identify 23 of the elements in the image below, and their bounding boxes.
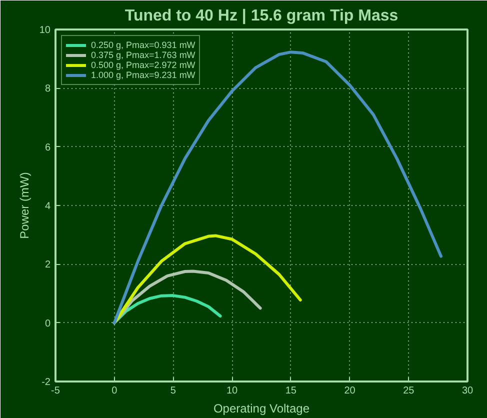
- y-tick-label: 0: [44, 318, 51, 330]
- x-axis-title: Operating Voltage: [213, 402, 310, 416]
- x-tick-label: 15: [285, 386, 297, 396]
- y-tick-label: 10: [39, 25, 51, 36]
- x-tick-label: 25: [403, 386, 415, 396]
- x-tick-label: 5: [170, 386, 176, 396]
- y-tick-label: 8: [44, 84, 51, 95]
- y-tick-label: 4: [44, 201, 51, 212]
- x-tick-label: 10: [226, 386, 238, 396]
- x-tick-label: 30: [462, 386, 474, 396]
- y-tick-label: 6: [44, 142, 51, 154]
- x-tick-label: 0: [112, 386, 118, 396]
- y-tick-label: 2: [44, 260, 51, 271]
- chart-title: Tuned to 40 Hz | 15.6 gram Tip Mass: [124, 8, 398, 24]
- x-tick-label: 20: [344, 386, 356, 396]
- y-tick-label: -2: [42, 377, 51, 388]
- legend-label: 1.000 g, Pmax=9.231 mW: [91, 70, 196, 80]
- legend-label: 0.500 g, Pmax=2.972 mW: [91, 60, 196, 70]
- legend-label: 0.250 g, Pmax=0.931 mW: [91, 40, 196, 50]
- x-tick-label: -5: [51, 386, 60, 396]
- line-series: [112, 50, 443, 324]
- legend-label: 0.375 g, Pmax=1.763 mW: [91, 50, 196, 60]
- y-axis-title: Power (mW): [17, 172, 32, 239]
